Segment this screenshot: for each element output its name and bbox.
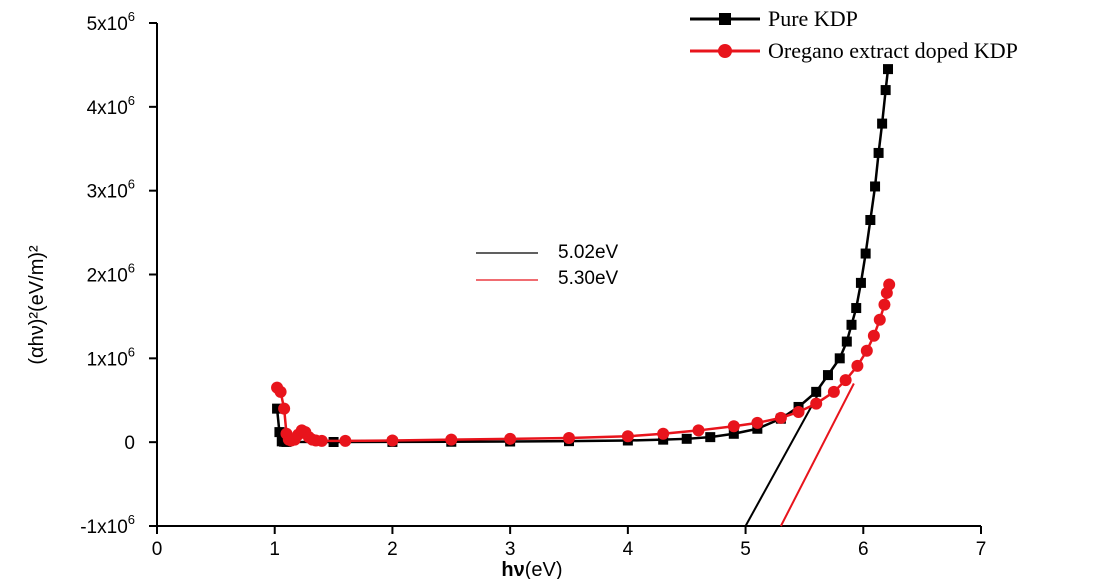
data-point-pure-kdp [846,319,857,330]
data-point-doped-kdp [274,385,287,398]
y-tick-label: 5x106 [87,9,135,35]
data-point-pure-kdp [873,147,884,158]
data-point-doped-kdp [792,405,805,418]
data-point-doped-kdp [867,329,880,342]
data-point-doped-kdp [839,374,852,387]
data-point-pure-kdp [877,118,888,129]
data-point-doped-kdp [621,430,634,443]
data-point-pure-kdp [834,353,845,364]
data-point-doped-kdp [810,397,823,410]
data-point-pure-kdp [860,248,871,259]
legend-label-doped: Oregano extract doped KDP [768,38,1018,63]
x-tick-label: 0 [152,539,163,560]
data-point-pure-kdp [728,428,739,439]
data-point-pure-kdp [855,277,866,288]
data-point-doped-kdp [657,427,670,440]
data-point-pure-kdp [811,386,822,397]
x-axis-title-unit: (eV) [525,559,563,579]
legend-label-pure: Pure KDP [768,6,858,31]
data-point-doped-kdp [860,344,873,357]
data-point-pure-kdp [274,427,285,438]
data-point-pure-kdp [681,433,692,444]
x-tick-label: 6 [858,539,869,560]
data-series [271,64,896,447]
fit-line-red [779,383,855,527]
data-point-doped-kdp [692,424,705,437]
data-point-doped-kdp [504,432,517,445]
x-axis-title-main: hν [501,559,524,579]
x-tick-label: 2 [387,539,398,560]
legend-swatch-marker-pure [719,13,731,25]
y-axis: -1x106 0 1x106 2x106 3x106 4x106 5x106 [80,9,158,538]
y-tick-label: 0 [124,433,135,454]
data-point-doped-kdp [878,298,891,311]
y-tick-label: 2x106 [87,261,135,287]
data-point-pure-kdp [851,303,862,314]
data-point-pure-kdp [880,85,891,96]
data-point-pure-kdp [272,403,283,414]
y-tick-label: 4x106 [87,93,135,119]
data-point-doped-kdp [278,402,291,415]
x-axis-title: hν(eV) [501,559,562,579]
data-point-doped-kdp [774,411,787,424]
data-point-doped-kdp [445,433,458,446]
fit-legend: 5.02eV 5.30eV [476,242,619,289]
data-point-doped-kdp [339,434,352,447]
data-point-doped-kdp [563,431,575,444]
data-point-pure-kdp [865,215,876,226]
data-point-doped-kdp [873,313,886,326]
data-point-pure-kdp [870,181,881,192]
y-axis-title: (αhν)²(eV/m)² [26,245,48,365]
data-point-doped-kdp [827,385,840,398]
y-tick-label: -1x106 [80,512,135,538]
data-point-doped-kdp [883,278,896,291]
data-point-doped-kdp [727,420,740,433]
x-tick-label: 3 [505,539,516,560]
data-point-doped-kdp [315,434,328,447]
x-tick-label: 5 [740,539,751,560]
y-tick-label: 1x106 [87,344,135,370]
data-point-pure-kdp [705,432,716,443]
fit-line-black [744,393,820,527]
x-tick-label: 1 [269,539,280,560]
legend-swatch-marker-doped [718,44,732,58]
data-point-doped-kdp [751,416,764,429]
x-tick-label: 7 [976,539,987,560]
fit-lines [744,383,855,527]
y-tick-label: 3x106 [87,177,135,203]
legend: Pure KDP Oregano extract doped KDP [690,6,1018,63]
data-point-pure-kdp [883,64,894,75]
fit-legend-label-red: 5.30eV [558,268,619,289]
x-tick-label: 4 [623,539,634,560]
data-point-pure-kdp [841,336,852,347]
data-point-doped-kdp [851,359,864,372]
data-point-doped-kdp [386,434,399,447]
data-point-pure-kdp [822,370,833,381]
fit-legend-label-black: 5.02eV [558,242,619,263]
x-axis: 0 1 2 3 4 5 6 7 [152,525,987,560]
